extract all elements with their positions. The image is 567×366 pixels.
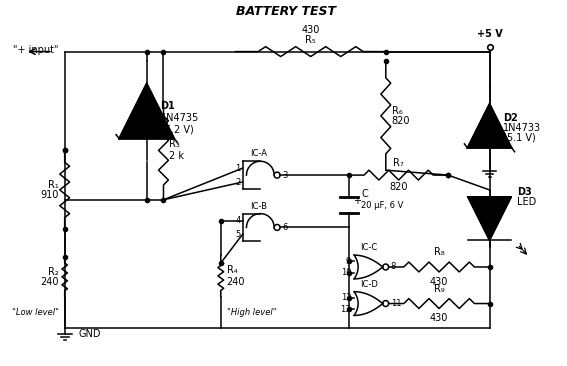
Text: R₈: R₈ — [434, 247, 445, 257]
Text: +: + — [353, 196, 361, 206]
Text: R₅: R₅ — [306, 35, 316, 45]
Text: 11: 11 — [391, 299, 401, 308]
Text: 13: 13 — [341, 305, 351, 314]
Text: D3: D3 — [517, 187, 532, 197]
Text: 2 k: 2 k — [170, 151, 184, 161]
Text: 20 μF, 6 V: 20 μF, 6 V — [361, 201, 404, 210]
Text: 5: 5 — [235, 230, 240, 239]
Text: R₇: R₇ — [393, 158, 404, 168]
Text: (5.1 V): (5.1 V) — [503, 132, 536, 142]
Text: 240: 240 — [227, 277, 245, 287]
Text: IC-B: IC-B — [250, 202, 267, 211]
Text: 1N4735: 1N4735 — [160, 113, 199, 123]
Text: IC-C: IC-C — [361, 243, 378, 252]
Text: R₁: R₁ — [48, 180, 59, 190]
Text: R₃: R₃ — [170, 139, 180, 149]
Text: R₉: R₉ — [434, 284, 445, 294]
Text: 4: 4 — [235, 216, 240, 225]
Text: R₂: R₂ — [48, 267, 59, 277]
Text: +5 V: +5 V — [477, 29, 502, 39]
Text: 12: 12 — [341, 293, 351, 302]
Text: "Low level": "Low level" — [12, 308, 59, 317]
Text: 10: 10 — [341, 268, 351, 277]
Text: R₆: R₆ — [392, 106, 403, 116]
Text: 820: 820 — [392, 116, 410, 126]
Text: 2: 2 — [235, 178, 240, 187]
Text: R₄: R₄ — [227, 265, 238, 275]
Text: C: C — [361, 189, 368, 199]
Text: IC-A: IC-A — [250, 149, 267, 158]
Text: (6.2 V): (6.2 V) — [160, 125, 193, 135]
Polygon shape — [467, 104, 511, 148]
Text: 9: 9 — [346, 257, 351, 266]
Text: 910: 910 — [40, 190, 59, 200]
Text: IC-D: IC-D — [360, 280, 378, 289]
Text: 1N4733: 1N4733 — [503, 123, 541, 132]
Text: 6: 6 — [282, 223, 287, 232]
Text: 8: 8 — [391, 262, 396, 272]
Text: "+ input": "+ input" — [13, 45, 59, 55]
Polygon shape — [468, 197, 511, 240]
Text: 1: 1 — [235, 164, 240, 173]
Text: "High level": "High level" — [227, 308, 276, 317]
Text: D1: D1 — [160, 101, 175, 111]
Text: 430: 430 — [430, 313, 448, 324]
Text: D2: D2 — [503, 113, 518, 123]
Text: 430: 430 — [430, 277, 448, 287]
Text: 820: 820 — [390, 182, 408, 192]
Text: 240: 240 — [40, 277, 59, 287]
Text: GND: GND — [78, 329, 101, 339]
Text: 3: 3 — [282, 171, 287, 180]
Text: LED: LED — [517, 197, 536, 207]
Text: BATTERY TEST: BATTERY TEST — [235, 5, 336, 18]
Polygon shape — [119, 83, 174, 139]
Text: 430: 430 — [302, 25, 320, 35]
